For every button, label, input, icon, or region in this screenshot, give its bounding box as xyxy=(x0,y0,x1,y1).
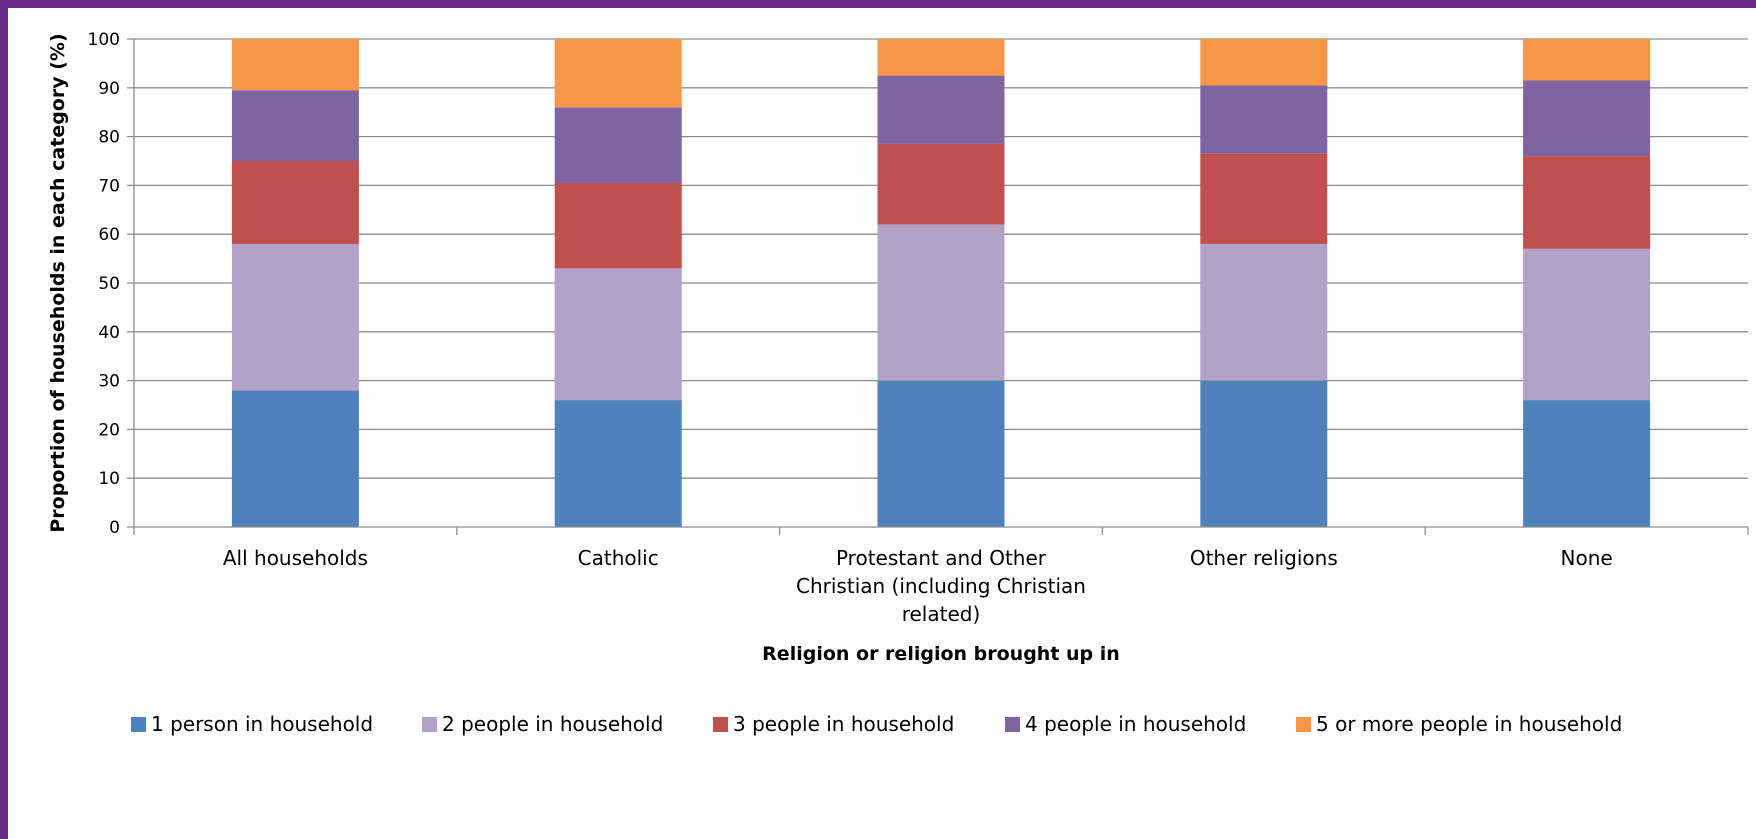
x-tick-label: Christian (including Christian xyxy=(796,574,1086,598)
legend-swatch xyxy=(1005,717,1020,732)
legend: 1 person in household 2 people in househo… xyxy=(131,712,1622,736)
legend-label: 1 person in household xyxy=(151,712,373,736)
x-tick-label: All households xyxy=(223,546,368,570)
y-tick-label: 0 xyxy=(109,518,120,538)
y-tick-label: 50 xyxy=(98,274,120,294)
bar-segment xyxy=(877,380,1005,527)
bar-segment xyxy=(877,75,1005,144)
bar-segment xyxy=(554,268,682,401)
legend-swatch xyxy=(422,717,437,732)
bar-segment xyxy=(231,90,359,161)
bar-segment xyxy=(1200,243,1328,381)
tick-labels: 0 10 20 30 40 50 60 70 80 90 100 All households Cath… xyxy=(88,30,1613,626)
y-tick-label: 40 xyxy=(98,323,120,343)
bar-segment xyxy=(1200,39,1328,86)
bars xyxy=(231,39,1651,527)
bar-segment xyxy=(877,224,1005,381)
y-tick-label: 80 xyxy=(98,128,120,148)
legend-swatch xyxy=(1296,717,1311,732)
bar-segment xyxy=(1523,156,1651,249)
y-tick-label: 20 xyxy=(98,420,120,440)
bar-segment xyxy=(554,400,682,527)
bar-segment xyxy=(1200,380,1328,527)
chart-frame: 0 10 20 30 40 50 60 70 80 90 100 All households Cath… xyxy=(8,8,1756,839)
bar-segment xyxy=(231,161,359,244)
bar-segment xyxy=(231,390,359,527)
x-axis-title: Religion or religion brought up in xyxy=(762,643,1120,665)
bar-segment xyxy=(231,243,359,391)
y-tick-label: 70 xyxy=(98,176,120,196)
bar-segment xyxy=(554,39,682,108)
x-tick-label: Other religions xyxy=(1190,546,1338,570)
legend-swatch xyxy=(131,717,146,732)
x-tick-label: Catholic xyxy=(578,546,659,570)
bar-segment xyxy=(554,107,682,183)
y-tick-label: 90 xyxy=(98,79,120,99)
y-tick-label: 60 xyxy=(98,225,120,245)
y-tick-label: 10 xyxy=(98,469,120,489)
legend-label: 3 people in household xyxy=(733,712,954,736)
x-tick-label: related) xyxy=(902,602,981,626)
stacked-bar-chart: 0 10 20 30 40 50 60 70 80 90 100 All households Cath… xyxy=(47,30,1749,736)
y-tick-label: 30 xyxy=(98,372,120,392)
bar-segment xyxy=(1523,80,1651,157)
legend-label: 5 or more people in household xyxy=(1316,712,1622,736)
bar-segment xyxy=(1523,39,1651,81)
x-tick-label: None xyxy=(1561,546,1613,570)
bar-segment xyxy=(1523,400,1651,527)
bar-segment xyxy=(1200,85,1328,154)
legend-label: 2 people in household xyxy=(442,712,663,736)
y-tick-label: 100 xyxy=(88,30,120,50)
y-axis-title: Proportion of households in each categor… xyxy=(47,33,69,532)
bar-segment xyxy=(231,39,359,91)
bar-segment xyxy=(877,143,1005,225)
bar-segment xyxy=(1200,153,1328,244)
bar-segment xyxy=(877,39,1005,76)
bar-segment xyxy=(1523,248,1651,401)
legend-swatch xyxy=(713,717,728,732)
bar-segment xyxy=(554,182,682,269)
axes xyxy=(127,38,1749,535)
legend-label: 4 people in household xyxy=(1025,712,1246,736)
x-tick-label: Protestant and Other xyxy=(836,546,1047,570)
